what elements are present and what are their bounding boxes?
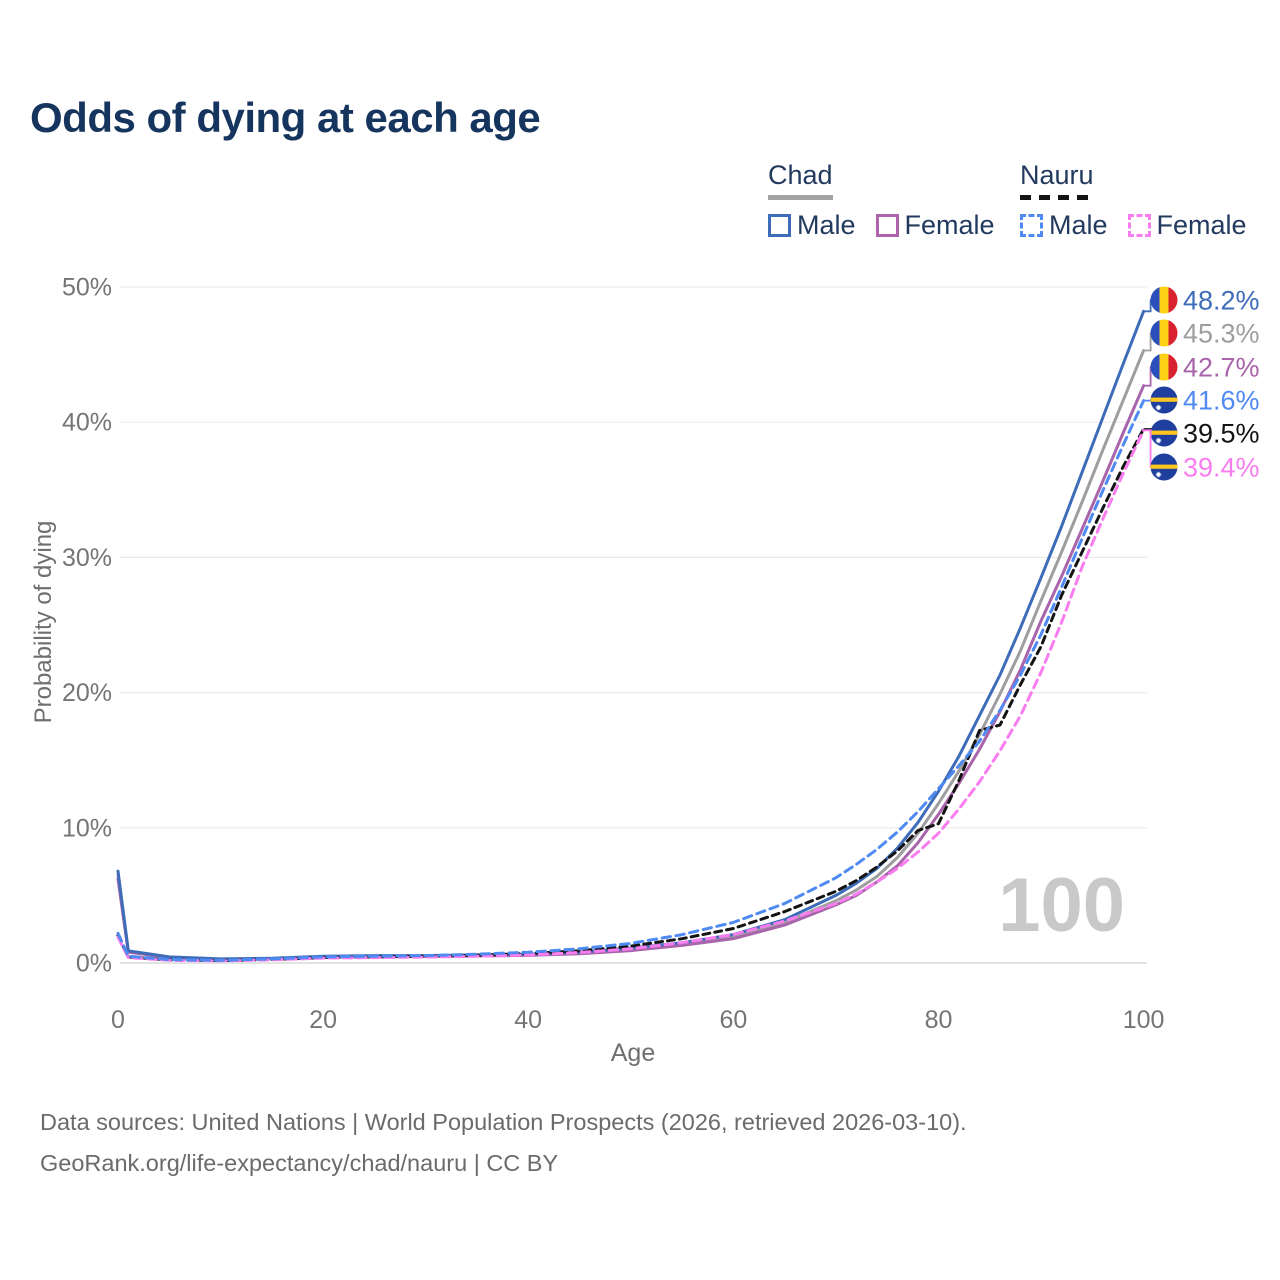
y-tick-label: 50% [62, 274, 112, 302]
legend-country-nauru-label: Nauru [1020, 160, 1094, 190]
x-axis-title: Age [611, 1039, 655, 1067]
series-line-chad-male[interactable] [116, 309, 1146, 961]
legend-item-label: Female [904, 210, 995, 240]
end-value-label-chad-female[interactable]: 42.7% [1183, 353, 1260, 383]
legend-item-nauru-male[interactable]: Male [1020, 210, 1108, 241]
footer: Data sources: United Nations | World Pop… [40, 1102, 967, 1184]
end-value-label-nauru-both-sexes[interactable]: 39.5% [1183, 419, 1260, 449]
chad-line-swatch-icon [768, 195, 833, 200]
series-line-nauru-female[interactable] [116, 428, 1146, 963]
chad-flag-icon [1150, 353, 1178, 381]
nauru-flag-icon [1150, 386, 1178, 414]
series-line-nauru-male[interactable] [116, 399, 1146, 962]
chad-male-swatch-icon [768, 214, 791, 237]
nauru-line-swatch-icon [1020, 195, 1094, 200]
legend-items-nauru: Male Female [1020, 210, 1247, 241]
legend-item-label: Male [797, 210, 856, 240]
label-leader-line [1143, 332, 1152, 352]
nauru-flag-icon [1150, 453, 1178, 481]
legend-country-chad-label: Chad [768, 160, 833, 190]
end-value-label-chad-male[interactable]: 48.2% [1183, 286, 1260, 316]
end-value-label-chad-both-sexes[interactable]: 45.3% [1183, 319, 1260, 349]
age-watermark: 100 [998, 863, 1125, 948]
end-value-label-nauru-female[interactable]: 39.4% [1183, 453, 1260, 483]
end-value-label-nauru-male[interactable]: 41.6% [1183, 386, 1260, 416]
y-tick-label: 40% [62, 409, 112, 437]
y-tick-label: 30% [62, 544, 112, 572]
legend-item-chad-female[interactable]: Female [875, 210, 995, 241]
y-tick-label: 10% [62, 814, 112, 842]
page-title: Odds of dying at each age [30, 94, 541, 141]
nauru-flag-icon [1150, 419, 1178, 447]
nauru-male-swatch-icon [1020, 214, 1043, 237]
y-tick-label: 20% [62, 679, 112, 707]
label-leader-line [1143, 299, 1152, 313]
label-leader-line [1143, 366, 1152, 387]
label-leader-line [1143, 429, 1152, 468]
nauru-female-swatch-icon [1127, 214, 1151, 237]
legend-country-nauru[interactable]: Nauru [1020, 160, 1094, 200]
chad-female-swatch-icon [875, 214, 899, 237]
legend-item-label: Male [1049, 210, 1108, 240]
label-leader-line [1143, 399, 1152, 402]
legend-item-label: Female [1156, 210, 1247, 240]
legend-country-chad[interactable]: Chad [768, 160, 833, 200]
chad-flag-icon [1150, 286, 1178, 314]
x-tick-label: 0 [111, 1006, 125, 1034]
legend-group-chad: Chad Male Female [768, 160, 995, 241]
x-tick-label: 80 [925, 1006, 953, 1034]
chad-flag-icon [1150, 319, 1178, 347]
legend-item-chad-male[interactable]: Male [768, 210, 856, 241]
y-axis-title: Probability of dying [30, 520, 57, 724]
legend-item-nauru-female[interactable]: Female [1127, 210, 1247, 241]
footer-attribution: GeoRank.org/life-expectancy/chad/nauru |… [40, 1150, 559, 1176]
x-tick-label: 40 [514, 1006, 542, 1034]
footer-data-sources: Data sources: United Nations | World Pop… [40, 1109, 967, 1135]
legend-group-nauru: Nauru Male Female [1020, 160, 1247, 241]
x-tick-label: 60 [719, 1006, 747, 1034]
y-tick-label: 0% [76, 950, 112, 978]
x-tick-label: 100 [1123, 1006, 1165, 1034]
legend-items-chad: Male Female [768, 210, 995, 241]
x-tick-label: 20 [309, 1006, 337, 1034]
